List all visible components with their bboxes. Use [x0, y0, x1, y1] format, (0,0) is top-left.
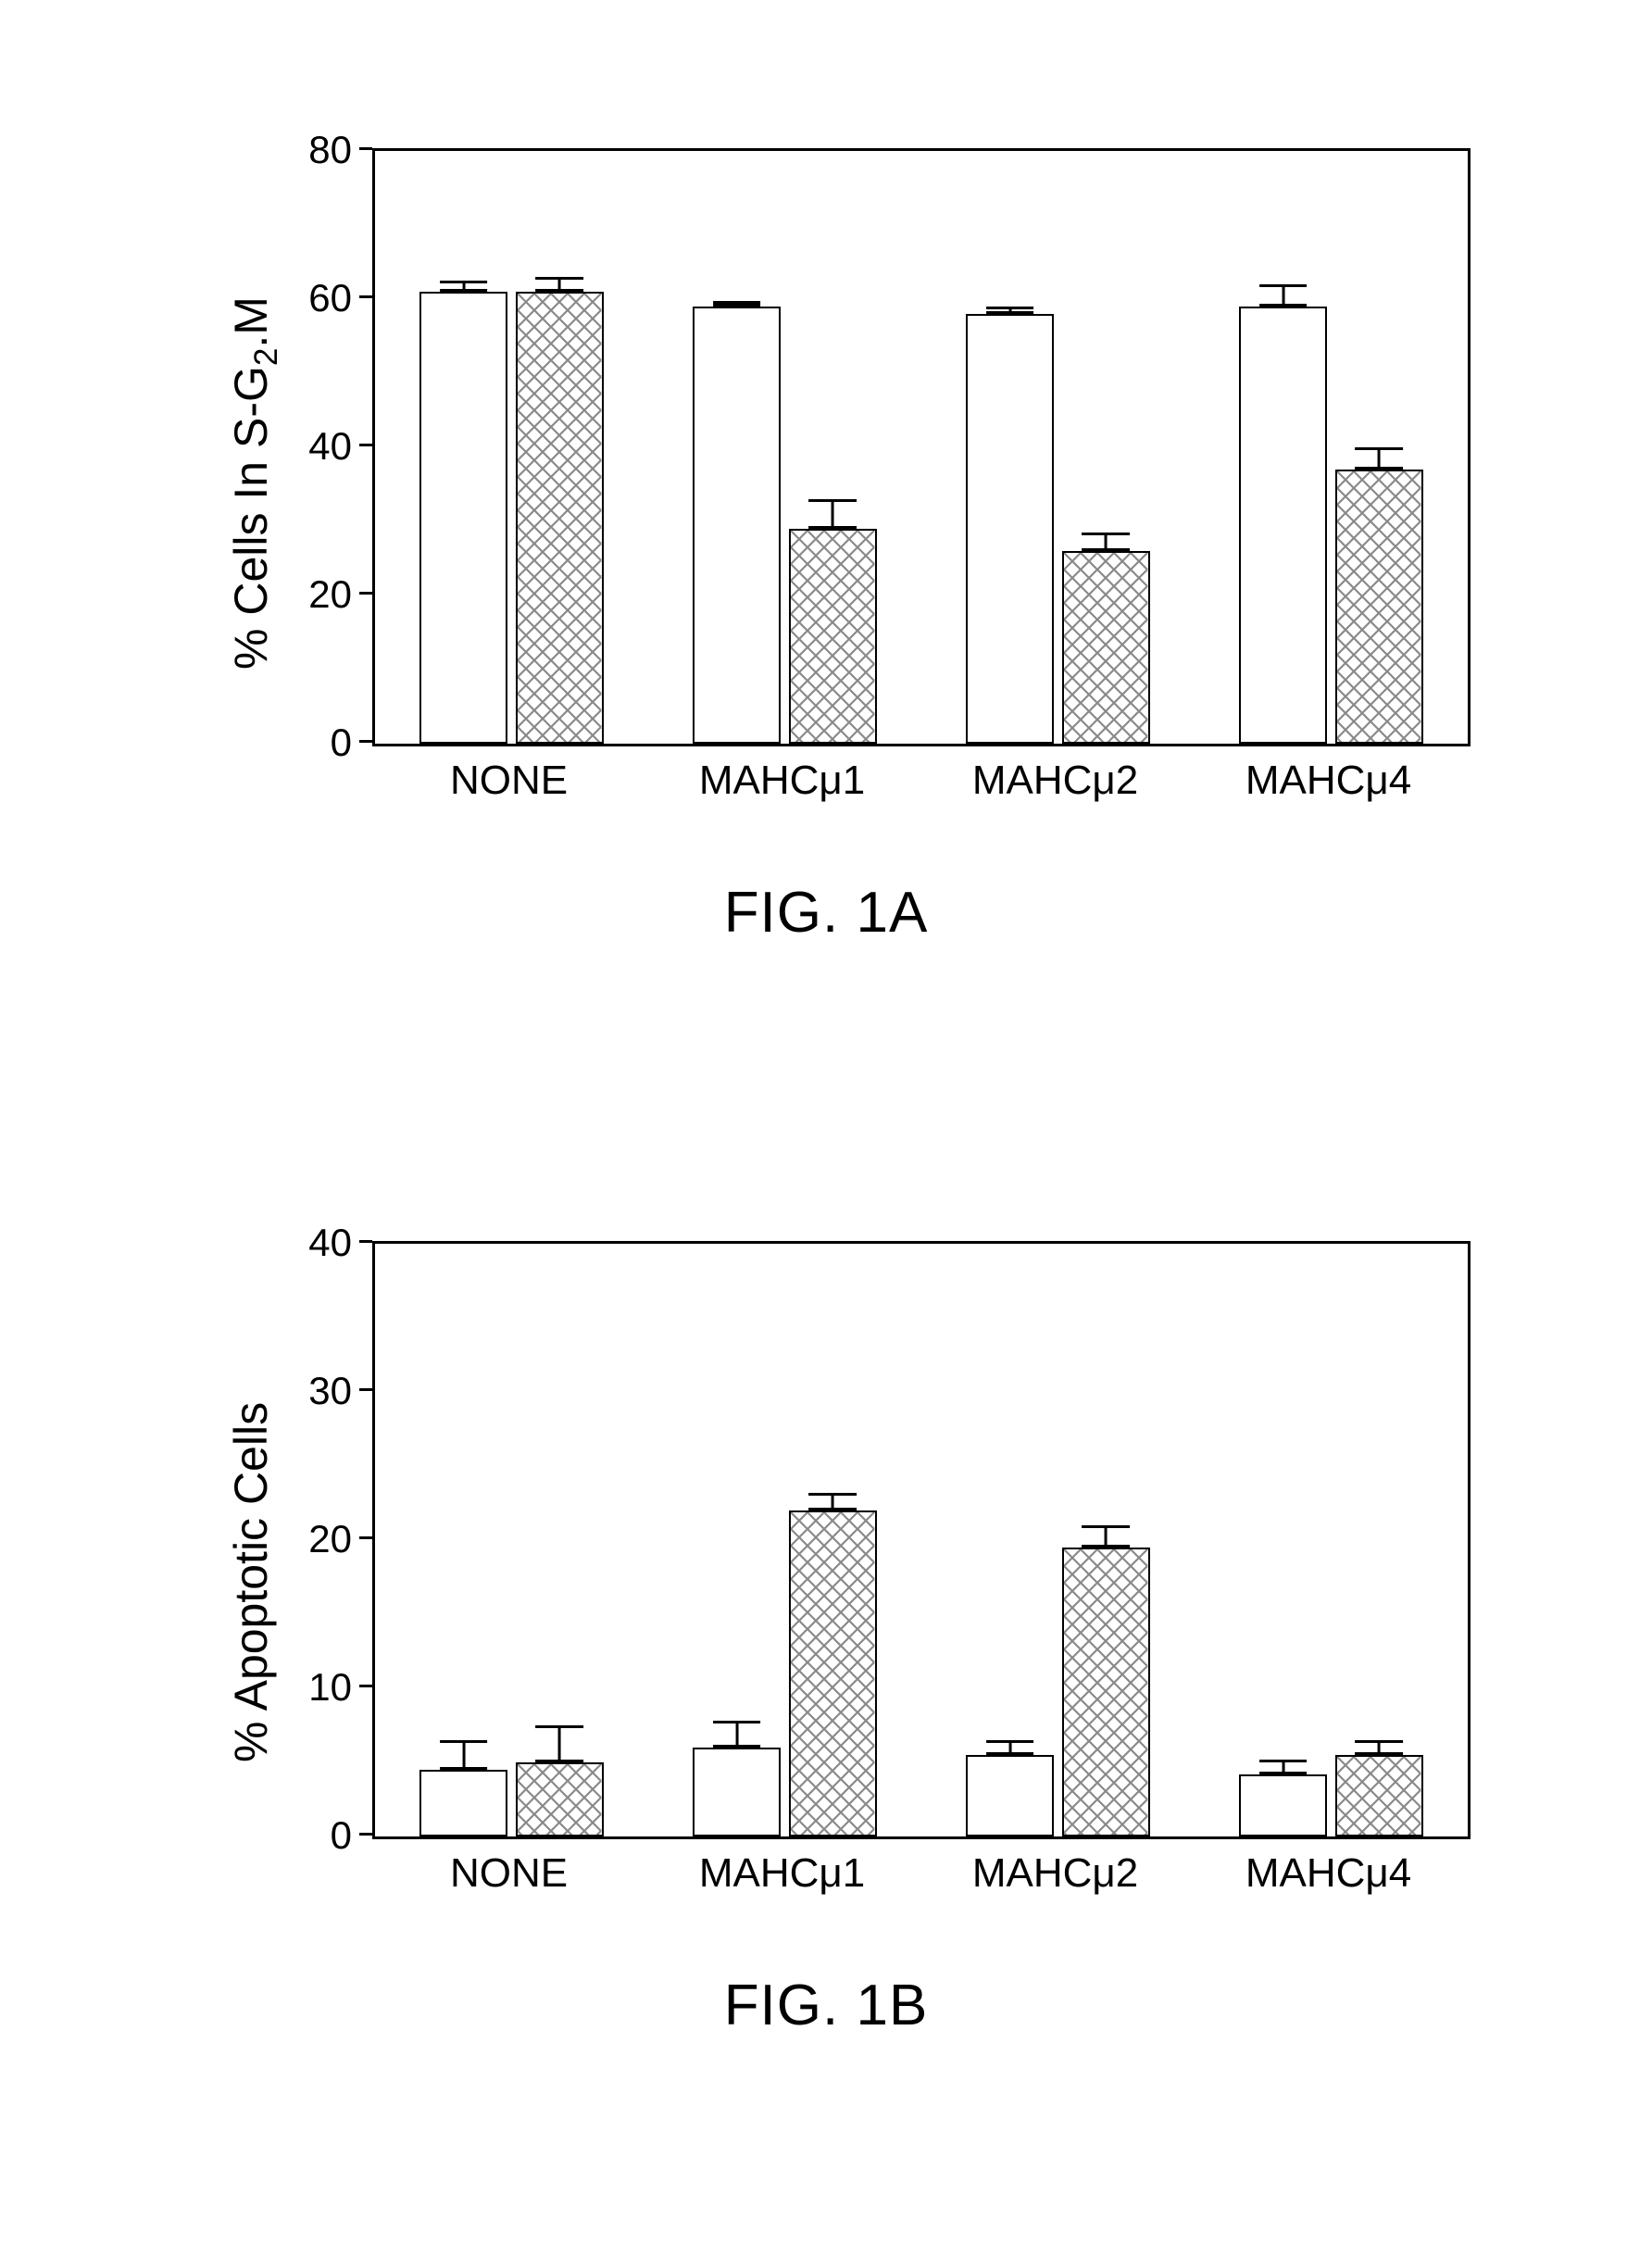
x-category-label: NONE [450, 1850, 568, 1897]
bar-hatched [789, 529, 876, 744]
y-tick-label: 0 [241, 1813, 352, 1858]
bar-plain [693, 307, 780, 744]
x-category-label: MAHCμ2 [972, 1850, 1138, 1897]
y-axis-label: % Cells In S-G2.M [224, 296, 285, 670]
figure-caption: FIG. 1A [131, 880, 1521, 946]
error-bar [535, 277, 583, 292]
error-bar [986, 1740, 1034, 1755]
x-category-label: MAHCμ4 [1245, 758, 1411, 804]
bar-plain [966, 1755, 1053, 1836]
y-tick-label: 80 [241, 128, 352, 172]
bar-plain [693, 1748, 780, 1836]
error-bar [1082, 533, 1130, 551]
error-bar [440, 1740, 488, 1770]
error-bar [1259, 284, 1308, 307]
bar-hatched [1062, 551, 1149, 744]
bar-plain [419, 1770, 507, 1836]
bar-hatched [516, 1762, 603, 1836]
error-bar [1259, 1760, 1308, 1774]
error-bar [1355, 447, 1403, 470]
x-category-label: NONE [450, 758, 568, 804]
figure-1b: 010203040% Apoptotic CellsNONEMAHCμ1MAHC… [131, 1204, 1521, 2038]
error-bar [440, 281, 488, 292]
error-bar [808, 499, 857, 529]
bar-hatched [1062, 1548, 1149, 1836]
figure-caption: FIG. 1B [131, 1973, 1521, 2038]
error-bar [713, 301, 761, 307]
y-axis-label: % Apoptotic Cells [224, 1402, 278, 1762]
bar-hatched [516, 292, 603, 744]
bar-plain [966, 314, 1053, 744]
x-category-label: MAHCμ1 [699, 1850, 865, 1897]
bar-plain [1239, 307, 1326, 744]
error-bar [535, 1725, 583, 1762]
error-bar [1082, 1525, 1130, 1548]
x-category-label: MAHCμ1 [699, 758, 865, 804]
bar-hatched [789, 1510, 876, 1836]
plot-area [372, 1241, 1471, 1839]
bar-hatched [1335, 470, 1422, 744]
error-bar [713, 1721, 761, 1748]
plot-area [372, 148, 1471, 746]
error-bar [986, 307, 1034, 314]
bar-plain [419, 292, 507, 744]
y-tick-label: 40 [241, 1221, 352, 1265]
x-category-label: MAHCμ4 [1245, 1850, 1411, 1897]
error-bar [1355, 1740, 1403, 1755]
x-category-label: MAHCμ2 [972, 758, 1138, 804]
figure-1a: 020406080% Cells In S-G2.MNONEMAHCμ1MAHC… [131, 111, 1521, 946]
bar-plain [1239, 1774, 1326, 1836]
y-tick-label: 0 [241, 721, 352, 765]
error-bar [808, 1493, 857, 1510]
bar-hatched [1335, 1755, 1422, 1836]
